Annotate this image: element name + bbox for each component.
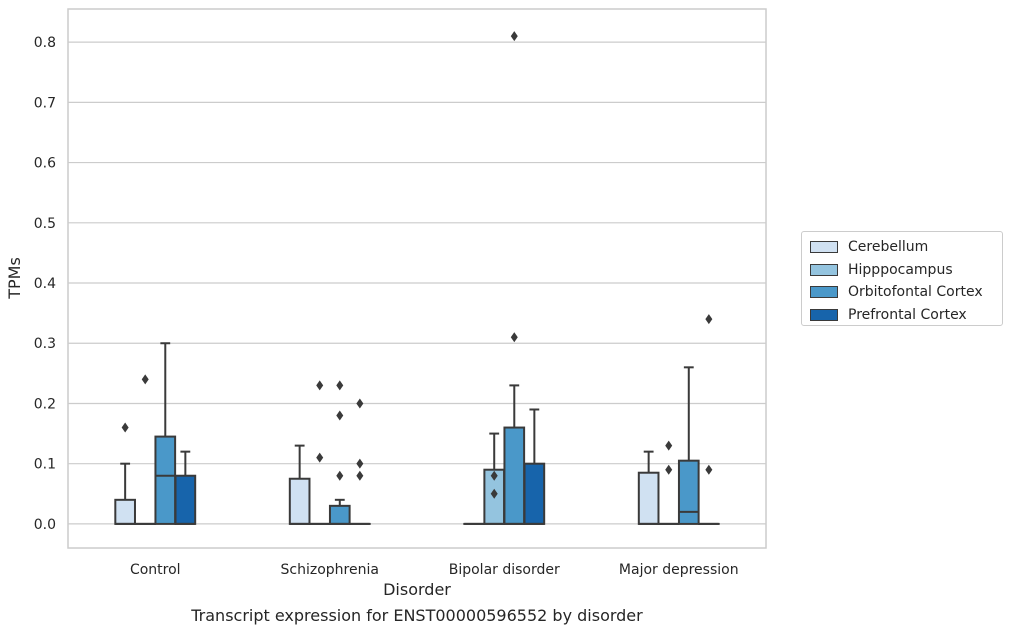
box-body bbox=[154, 435, 177, 525]
legend-item: Prefrontal Cortex bbox=[810, 304, 994, 327]
outlier-point bbox=[510, 332, 518, 343]
legend-swatch bbox=[810, 241, 838, 254]
box bbox=[134, 374, 157, 525]
x-tick-label: Control bbox=[130, 562, 181, 578]
legend-item: Orbitofontal Cortex bbox=[810, 281, 994, 304]
box-body bbox=[114, 498, 136, 525]
box bbox=[308, 380, 331, 525]
y-axis-label: TPMs bbox=[5, 257, 24, 300]
x-axis-ticks: Control Schizophrenia Bipolar disorder Majo… bbox=[130, 562, 739, 578]
x-axis-label: Disorder bbox=[383, 580, 451, 599]
box-body bbox=[328, 504, 351, 525]
box bbox=[677, 366, 700, 525]
box-body bbox=[677, 459, 700, 525]
outlier-point bbox=[336, 410, 344, 421]
outlier-point bbox=[356, 470, 364, 481]
legend-swatch bbox=[810, 286, 838, 299]
box-body bbox=[174, 474, 197, 525]
outlier-point bbox=[141, 374, 149, 385]
box bbox=[328, 380, 351, 525]
y-axis-ticks: 0.0 0.1 0.2 0.3 0.4 0.5 0.6 0.7 0.8 bbox=[34, 35, 56, 533]
outlier-point bbox=[356, 398, 364, 409]
outlier-point bbox=[336, 380, 344, 391]
box bbox=[174, 450, 197, 525]
x-tick-label: Schizophrenia bbox=[281, 562, 379, 578]
outlier-point bbox=[336, 470, 344, 481]
legend-label: Prefrontal Cortex bbox=[848, 306, 967, 323]
legend-item: Hipppocampus bbox=[810, 259, 994, 282]
y-tick-label: 0.3 bbox=[34, 336, 56, 352]
box bbox=[503, 31, 526, 525]
box-body bbox=[503, 426, 526, 525]
outlier-point bbox=[490, 488, 498, 499]
box bbox=[288, 444, 311, 525]
box-body bbox=[637, 471, 660, 525]
outlier-point bbox=[510, 31, 518, 42]
outlier-point bbox=[356, 458, 364, 469]
y-tick-label: 0.5 bbox=[34, 216, 56, 232]
outlier-point bbox=[665, 440, 673, 451]
outlier-point bbox=[705, 314, 713, 325]
outlier-point bbox=[316, 452, 324, 463]
y-tick-label: 0.6 bbox=[34, 156, 56, 172]
box bbox=[114, 422, 136, 525]
box bbox=[657, 440, 680, 525]
legend-label: Orbitofontal Cortex bbox=[848, 284, 983, 301]
box bbox=[698, 314, 720, 525]
figure-caption: Transcript expression for ENST0000059655… bbox=[191, 606, 643, 625]
y-tick-label: 0.0 bbox=[34, 517, 56, 533]
outlier-point bbox=[705, 464, 713, 475]
grid-lines bbox=[68, 41, 766, 525]
legend-label: Hipppocampus bbox=[848, 261, 953, 278]
y-tick-label: 0.4 bbox=[34, 276, 56, 292]
y-tick-label: 0.1 bbox=[34, 457, 56, 473]
box bbox=[154, 342, 177, 525]
y-tick-label: 0.2 bbox=[34, 396, 56, 412]
x-tick-label: Major depression bbox=[619, 562, 739, 578]
box-body bbox=[523, 462, 546, 525]
legend-swatch bbox=[810, 263, 838, 276]
outlier-point bbox=[316, 380, 324, 391]
box bbox=[637, 450, 660, 525]
y-tick-label: 0.7 bbox=[34, 95, 56, 111]
box-body bbox=[288, 477, 311, 525]
legend-swatch bbox=[810, 308, 838, 321]
box bbox=[523, 408, 546, 525]
legend-label: Cerebellum bbox=[848, 239, 929, 256]
outlier-point bbox=[121, 422, 129, 433]
legend-item: Cerebellum bbox=[810, 236, 994, 259]
box bbox=[483, 432, 506, 525]
outlier-point bbox=[665, 464, 673, 475]
plot-frame bbox=[67, 8, 767, 549]
outlier-point bbox=[490, 470, 498, 481]
y-tick-label: 0.8 bbox=[34, 35, 56, 51]
box bbox=[349, 398, 371, 525]
box-series bbox=[114, 31, 720, 525]
x-tick-label: Bipolar disorder bbox=[449, 562, 560, 578]
legend: Cerebellum Hipppocampus Orbitofontal Corte… bbox=[801, 231, 1003, 326]
